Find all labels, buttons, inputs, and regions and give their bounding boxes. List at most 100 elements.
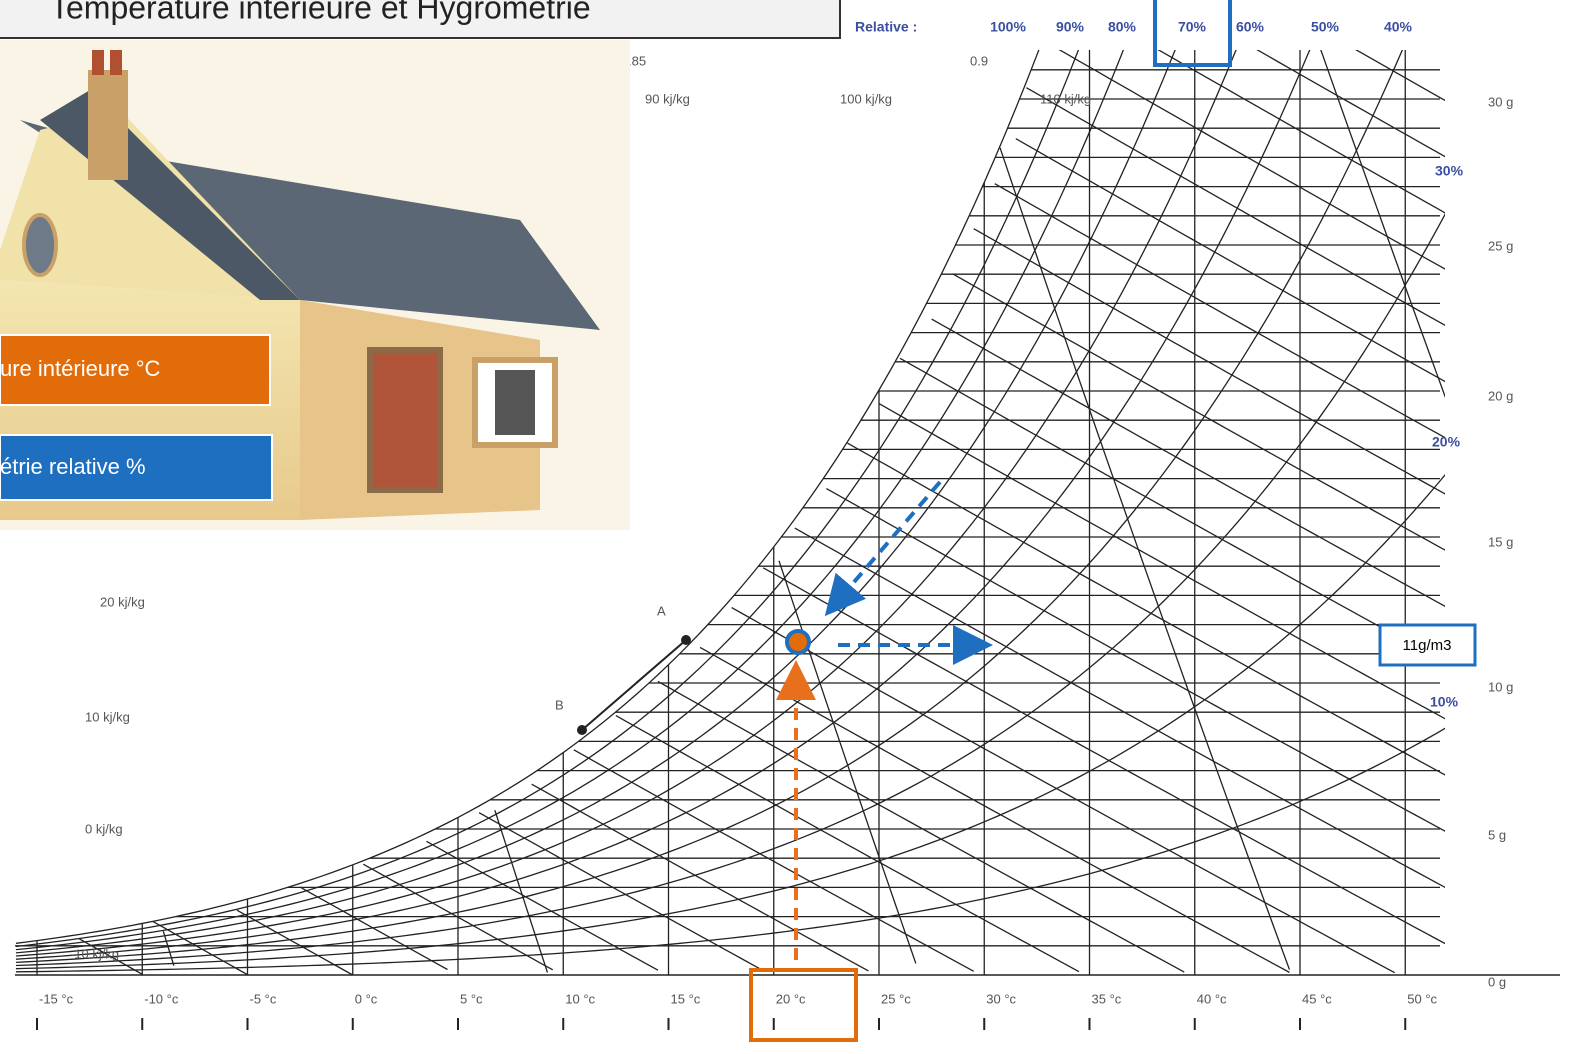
- humidity-label: 25 g: [1488, 238, 1513, 253]
- rh-curve: [15, 50, 1080, 948]
- temperature-box-text: ure intérieure °C: [0, 356, 161, 381]
- psychrometric-lines: [15, 50, 1445, 976]
- temperature-label: 35 °c: [1092, 991, 1122, 1006]
- rh-header: Relative :: [855, 19, 917, 35]
- enthalpy-line: [899, 357, 1445, 664]
- temperature-label: 0 °c: [355, 991, 378, 1006]
- enthalpy-line: [1015, 138, 1445, 383]
- enthalpy-line: [478, 812, 764, 972]
- temperature-label: 25 °c: [881, 991, 911, 1006]
- humidity-label: 10 g: [1488, 679, 1513, 694]
- rh-curve: [15, 50, 1404, 963]
- enthalpy-line: [931, 318, 1445, 608]
- enthalpy-label: -10 kj/kg: [70, 946, 119, 961]
- process-line: [581, 639, 687, 731]
- temperature-label: -15 °c: [39, 991, 74, 1006]
- enthalpy-line: [1058, 50, 1445, 270]
- rh-curve: [15, 50, 1125, 951]
- volume-line: [162, 931, 175, 966]
- chart-labels: Relative : 100% 90% 80% 70% 60% 50% 40% .85 0.9 90…: [36, 19, 1513, 1030]
- rh-label: 40%: [1384, 19, 1413, 35]
- enthalpy-line: [794, 527, 1445, 889]
- state-point: [785, 629, 811, 655]
- humidity-label: 5 g: [1488, 827, 1506, 842]
- volume-label: .85: [628, 53, 646, 68]
- temperature-label: -5 °c: [250, 991, 277, 1006]
- arrow-rh: [824, 480, 942, 617]
- volume-label: 0.9: [970, 53, 988, 68]
- temperature-label: 40 °c: [1197, 991, 1227, 1006]
- rh-label: 90%: [1056, 19, 1085, 35]
- enthalpy-line: [1355, 50, 1445, 102]
- temperature-label: 45 °c: [1302, 991, 1332, 1006]
- annotation: 11g/m3: [1403, 637, 1452, 654]
- humidity-label: 15 g: [1488, 534, 1513, 549]
- enthalpy-line: [762, 567, 1445, 945]
- rh-side-label: 10%: [1430, 694, 1459, 710]
- rh-label: 50%: [1311, 19, 1340, 35]
- enthalpy-line: [973, 228, 1445, 495]
- volume-line: [1320, 50, 1445, 399]
- enthalpy-label: 90 kj/kg: [645, 91, 690, 106]
- enthalpy-label: 20 kj/kg: [100, 594, 145, 609]
- rh-curve: [15, 473, 1445, 970]
- rh-side-label: 30%: [1435, 163, 1464, 179]
- temperature-label: 20 °c: [776, 991, 806, 1006]
- title: Température intérieure et Hygrométrie: [50, 0, 591, 25]
- point-label: A: [657, 603, 666, 618]
- enthalpy-line: [426, 840, 659, 971]
- enthalpy-label: 10 kj/kg: [85, 709, 130, 724]
- enthalpy-line: [878, 403, 1445, 720]
- point-a: [681, 635, 691, 645]
- rh-label: 100%: [990, 19, 1026, 35]
- title-box: [0, 0, 841, 39]
- enthalpy-label: 110 kj/kg: [1040, 91, 1091, 106]
- point-label: B: [555, 697, 564, 712]
- enthalpy-line: [573, 749, 975, 972]
- temperature-box: [0, 334, 271, 406]
- highlight-20c: [749, 968, 858, 1042]
- temperature-label: 15 °c: [671, 991, 701, 1006]
- rh-curve: [15, 727, 1445, 973]
- volume-line: [778, 560, 917, 964]
- enthalpy-line: [731, 607, 1396, 974]
- temperature-label: 5 °c: [460, 991, 483, 1006]
- enthalpy-line: [1256, 50, 1445, 158]
- rh-label: 80%: [1108, 19, 1137, 35]
- enthalpy-line: [299, 886, 448, 971]
- enthalpy-line: [994, 183, 1445, 439]
- enthalpy-line: [362, 863, 554, 971]
- enthalpy-line: [699, 646, 1290, 973]
- enthalpy-line: [847, 442, 1445, 776]
- humidity-box-text: étrie relative %: [0, 454, 146, 479]
- enthalpy-line: [657, 680, 1185, 973]
- volume-line: [494, 810, 549, 973]
- enthalpy-line: [615, 715, 1080, 973]
- rh-curve: [15, 50, 1040, 944]
- enthalpy-line: [826, 487, 1445, 832]
- enthalpy-line: [236, 909, 354, 976]
- point-b: [577, 725, 587, 735]
- humidity-label: 0 g: [1488, 974, 1506, 989]
- enthalpy-label: 100 kj/kg: [840, 91, 892, 106]
- enthalpy-line: [1026, 87, 1445, 326]
- humidity-label: 20 g: [1488, 388, 1513, 403]
- temperature-label: 50 °c: [1407, 991, 1437, 1006]
- volume-line: [999, 147, 1291, 970]
- enthalpy-line: [952, 273, 1445, 551]
- enthalpy-line: [1157, 50, 1445, 214]
- temperature-label: -10 °c: [144, 991, 179, 1006]
- humidity-box: [0, 434, 273, 501]
- rh-label: 60%: [1236, 19, 1265, 35]
- enthalpy-line: [531, 783, 869, 972]
- temperature-label: 10 °c: [565, 991, 595, 1006]
- highlight-70: [1153, 0, 1232, 67]
- temperature-label: 30 °c: [986, 991, 1016, 1006]
- enthalpy-line: [78, 938, 143, 975]
- rh-label: 70%: [1178, 19, 1207, 35]
- enthalpy-label: 0 kj/kg: [85, 821, 123, 836]
- enthalpy-line: [152, 920, 248, 976]
- rh-curve: [15, 50, 1176, 954]
